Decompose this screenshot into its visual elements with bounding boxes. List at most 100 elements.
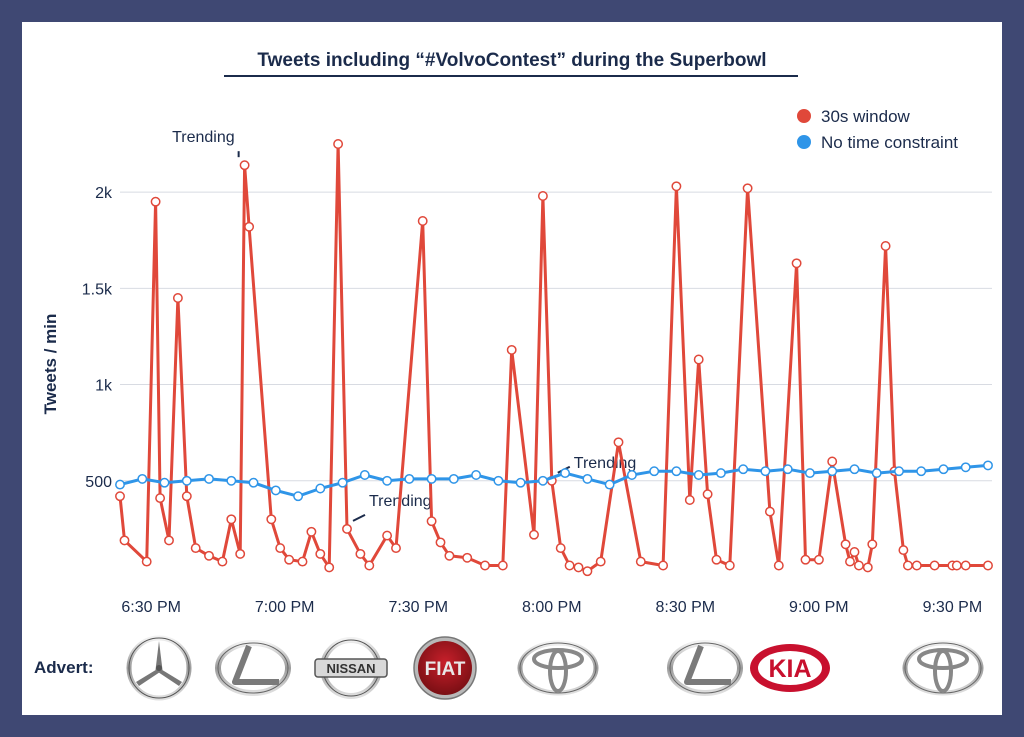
- data-point: [204, 550, 214, 561]
- data-point: [871, 468, 882, 479]
- data-point: [880, 241, 891, 251]
- data-point: [635, 556, 646, 567]
- data-point: [235, 548, 246, 559]
- y-tick-label: 1.5k: [82, 281, 113, 298]
- data-point: [226, 475, 237, 486]
- data-point: [181, 491, 192, 502]
- mercedes-logo-icon: [126, 635, 192, 701]
- data-point: [333, 139, 344, 149]
- data-point: [693, 354, 704, 365]
- data-point: [115, 491, 125, 502]
- data-point: [355, 548, 366, 559]
- data-point: [711, 554, 722, 565]
- data-point: [738, 464, 749, 475]
- data-point: [391, 543, 401, 554]
- lexus-logo-icon: [215, 640, 291, 696]
- data-point: [849, 547, 860, 557]
- line-chart: Tweets including “#VolvoContest” during …: [34, 50, 993, 701]
- data-point: [426, 473, 437, 484]
- data-point: [582, 566, 593, 577]
- kia-logo-text: KIA: [768, 655, 811, 683]
- x-tick-label: 9:00 PM: [789, 599, 849, 616]
- data-point: [960, 560, 971, 571]
- data-point: [791, 258, 802, 269]
- data-point: [324, 562, 335, 573]
- data-point: [426, 516, 437, 527]
- data-point: [862, 562, 873, 573]
- x-axis-ticks: 6:30 PM 7:00 PM 7:30 PM 8:00 PM 8:30 PM 9:00 …: [121, 599, 982, 616]
- data-point: [804, 468, 815, 479]
- data-point: [800, 554, 811, 565]
- toyota-logo-icon: [902, 640, 984, 696]
- data-point: [658, 560, 669, 571]
- data-point: [537, 475, 548, 486]
- data-point: [894, 466, 904, 477]
- data-point: [853, 560, 864, 571]
- data-point: [480, 560, 490, 571]
- data-point: [960, 462, 971, 473]
- data-point: [782, 464, 793, 475]
- data-point: [150, 196, 161, 207]
- data-point: [115, 479, 125, 490]
- data-point: [671, 181, 682, 192]
- data-point: [382, 530, 393, 541]
- annotation-trending: Trending: [172, 129, 235, 146]
- data-point: [560, 468, 571, 479]
- data-point: [266, 514, 277, 525]
- x-tick-label: 9:30 PM: [923, 599, 983, 616]
- data-point: [715, 468, 726, 479]
- data-point: [275, 543, 286, 554]
- data-point: [284, 554, 295, 565]
- data-point: [702, 489, 713, 500]
- data-point: [827, 466, 838, 477]
- data-point: [315, 548, 326, 559]
- series-line: [118, 142, 988, 573]
- data-point: [448, 473, 459, 484]
- series-no-time-constraint: [115, 460, 993, 502]
- x-tick-label: 8:00 PM: [522, 599, 582, 616]
- data-point: [119, 535, 130, 546]
- data-point: [493, 475, 504, 486]
- data-point: [159, 477, 170, 488]
- data-point: [190, 543, 201, 554]
- y-axis-ticks: 500 1k 1.5k 2k: [82, 185, 113, 491]
- data-point: [849, 464, 860, 475]
- data-point: [172, 293, 183, 303]
- data-point: [604, 479, 615, 490]
- data-point: [840, 539, 851, 550]
- data-point: [898, 545, 909, 556]
- data-point: [382, 475, 393, 486]
- data-point: [760, 466, 771, 477]
- toyota-logo-icon: [517, 640, 599, 696]
- data-point: [404, 473, 415, 484]
- data-point: [564, 560, 575, 571]
- data-point: [248, 477, 259, 488]
- data-point: [951, 560, 962, 571]
- lexus-logo-icon: [667, 640, 743, 696]
- data-point: [293, 491, 304, 502]
- data-point: [684, 495, 695, 505]
- kia-logo-icon: KIA: [750, 644, 830, 692]
- data-point: [204, 473, 214, 484]
- data-point: [181, 475, 192, 486]
- data-point: [929, 560, 940, 571]
- y-tick-label: 500: [85, 474, 112, 491]
- x-tick-label: 7:30 PM: [388, 599, 448, 616]
- data-point: [845, 556, 855, 567]
- data-point: [613, 437, 624, 448]
- x-tick-label: 7:00 PM: [255, 599, 315, 616]
- data-point: [337, 477, 348, 488]
- y-axis-title: Tweets / min: [41, 314, 60, 415]
- data-point: [911, 560, 922, 571]
- data-point: [435, 537, 446, 548]
- chart-title: Tweets including “#VolvoContest” during …: [257, 50, 766, 71]
- fiat-logo-icon: FIAT: [413, 636, 477, 700]
- data-point: [649, 466, 660, 477]
- legend-label-no-time-constraint: No time constraint: [821, 133, 958, 152]
- annotation-trending: Trending: [574, 455, 637, 472]
- fiat-logo-text: FIAT: [425, 659, 466, 680]
- data-point: [444, 550, 455, 561]
- data-point: [827, 456, 838, 467]
- chart-card: Tweets including “#VolvoContest” during …: [22, 22, 1002, 715]
- data-point: [555, 543, 566, 554]
